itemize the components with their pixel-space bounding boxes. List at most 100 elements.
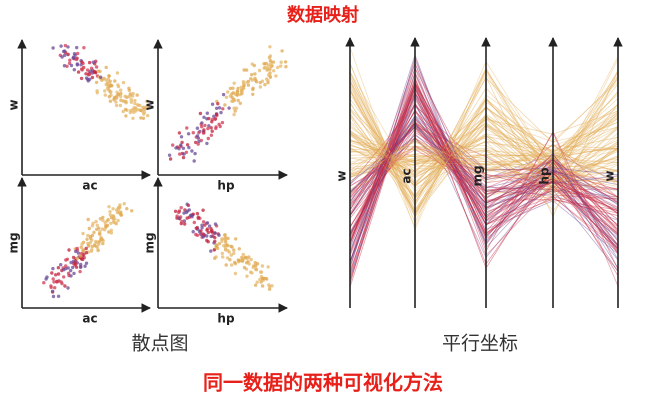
dot	[250, 271, 254, 275]
dot	[94, 80, 99, 85]
dot	[253, 283, 258, 287]
dot	[109, 231, 114, 235]
dot	[269, 63, 274, 68]
dot	[181, 146, 186, 150]
dot	[283, 60, 288, 64]
dot	[81, 231, 85, 236]
dot	[90, 244, 94, 249]
dot	[238, 259, 242, 263]
dot	[113, 221, 118, 225]
dot	[253, 72, 257, 76]
dot	[210, 120, 214, 124]
dot	[84, 246, 88, 251]
dot	[62, 53, 67, 58]
dot	[205, 228, 209, 232]
dot	[199, 229, 203, 233]
dot	[84, 251, 89, 255]
dot	[230, 245, 234, 249]
dot	[183, 222, 187, 226]
dot	[274, 74, 278, 78]
dot	[179, 143, 183, 147]
dot	[251, 92, 255, 97]
dot	[216, 102, 220, 106]
dot	[72, 271, 76, 276]
dot	[246, 83, 251, 87]
dot	[69, 63, 74, 68]
dot	[78, 254, 83, 258]
dot	[66, 286, 70, 290]
axis-label: w	[143, 99, 157, 110]
dot	[183, 208, 187, 212]
dot	[209, 133, 214, 137]
dot	[86, 241, 90, 246]
dot	[181, 155, 186, 160]
dot	[200, 223, 204, 227]
dot	[109, 228, 114, 232]
dot	[244, 255, 248, 259]
dot	[232, 81, 236, 85]
dot	[71, 265, 75, 270]
dot	[97, 240, 101, 244]
dot	[69, 268, 73, 273]
dot	[103, 89, 107, 93]
dot	[63, 284, 67, 288]
dot	[115, 71, 120, 75]
dot	[55, 280, 59, 284]
dot	[220, 251, 224, 256]
caption: 平行坐标	[442, 333, 518, 355]
dot	[266, 81, 270, 85]
dot	[72, 68, 77, 72]
dot	[81, 257, 85, 262]
dot	[62, 49, 67, 53]
axis-label: mg	[7, 232, 21, 253]
dot	[135, 93, 139, 97]
dot	[87, 60, 92, 65]
dot	[84, 76, 89, 80]
dot	[139, 108, 143, 113]
dot	[97, 226, 101, 230]
dot	[185, 143, 190, 147]
dot	[210, 102, 215, 106]
dot	[224, 95, 229, 100]
dot	[74, 265, 79, 269]
dot	[210, 129, 214, 133]
dot	[191, 131, 195, 135]
dot	[108, 83, 113, 87]
dot	[51, 277, 55, 281]
dot	[112, 98, 116, 102]
dot	[249, 257, 253, 262]
dot	[103, 93, 108, 97]
dot	[200, 121, 204, 125]
dot	[80, 60, 84, 64]
dot	[111, 214, 115, 218]
dot	[118, 94, 123, 99]
dot	[62, 268, 66, 272]
dot	[238, 101, 242, 106]
dot	[231, 99, 235, 104]
dot	[107, 74, 111, 78]
dot	[185, 126, 189, 130]
dot	[262, 62, 266, 66]
axis-label: w	[335, 170, 349, 181]
dot	[63, 264, 68, 268]
dot	[89, 249, 94, 253]
dot	[213, 117, 217, 122]
dot	[79, 245, 84, 249]
dot	[218, 124, 222, 129]
axis-label: mg	[471, 165, 485, 186]
dot	[142, 107, 147, 112]
dot	[209, 249, 213, 253]
dot	[214, 244, 218, 249]
dot	[232, 106, 236, 110]
dot	[100, 237, 104, 241]
dot	[202, 115, 206, 120]
dot	[68, 58, 72, 62]
dot	[254, 267, 258, 271]
dot	[230, 263, 234, 267]
dot	[263, 83, 267, 87]
dot	[89, 66, 94, 71]
dot	[67, 248, 71, 252]
dot	[234, 106, 239, 110]
dot	[260, 264, 265, 268]
axis-label: hp	[217, 179, 235, 193]
